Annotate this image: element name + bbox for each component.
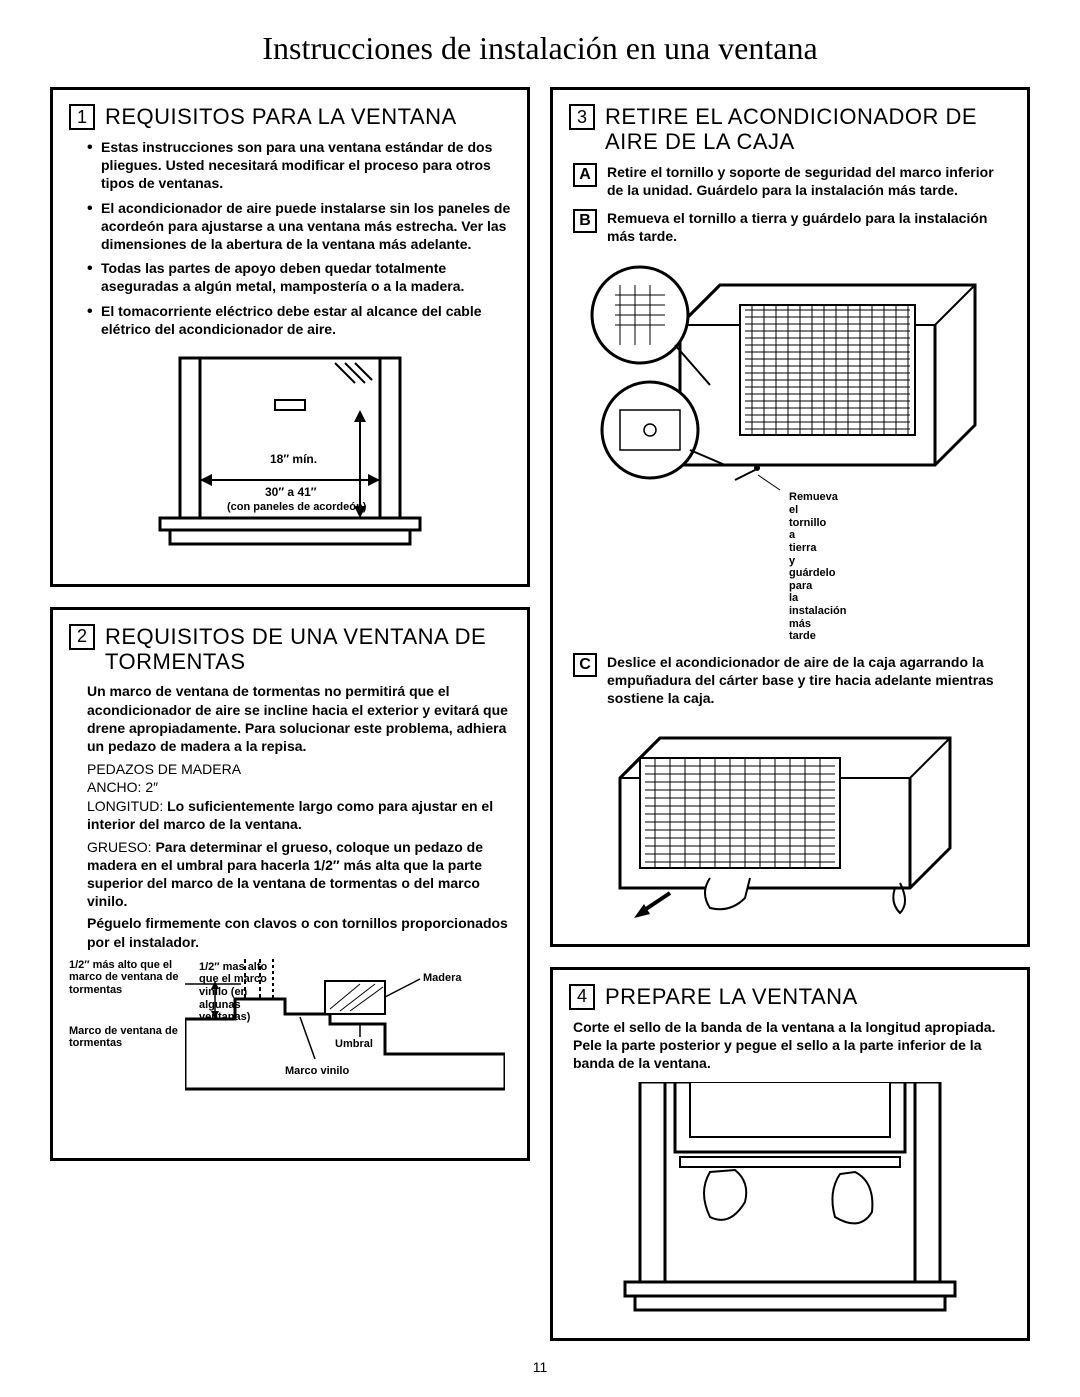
ac-remove-screw-diagram bbox=[580, 255, 1000, 515]
wood-length: LONGITUD: Lo suficientemente largo como … bbox=[69, 797, 511, 833]
step-number-1: 1 bbox=[69, 104, 95, 130]
fig2-umbral: Umbral bbox=[335, 1038, 373, 1050]
fig3-caption: Remueva el tornillo a tierra y guárdelo … bbox=[569, 491, 789, 643]
substep-b-text: Remueva el tornillo a tierra y guárdelo … bbox=[607, 209, 1011, 245]
substep-c-text: Deslice el acondicionador de aire de la … bbox=[607, 653, 1011, 708]
fig2-madera: Madera bbox=[423, 972, 462, 984]
wood-attach: Péguelo firmemente con clavos o con torn… bbox=[69, 914, 511, 950]
window-dimensions-diagram: 18″ mín. 30″ a 41″ (con paneles de acord… bbox=[140, 348, 440, 558]
section-1-title: REQUISITOS PARA LA VENTANA bbox=[105, 104, 457, 129]
fig-panels-label: (con paneles de acordeón) bbox=[227, 501, 367, 513]
section-prepare-window: 4 PREPARE LA VENTANA Corte el sello de l… bbox=[550, 967, 1030, 1342]
fig2-left-label-1: 1/2″ más alto que el marco de ventana de… bbox=[69, 959, 179, 997]
fig2-left-label-2: Marco de ventana de tormentas bbox=[69, 1025, 179, 1050]
wood-heading: PEDAZOS DE MADERA bbox=[69, 761, 511, 777]
section-2-intro: Un marco de ventana de tormentas no perm… bbox=[69, 682, 511, 755]
step-number-4: 4 bbox=[569, 984, 595, 1010]
substep-letter-a: A bbox=[573, 163, 597, 187]
section-3-title: RETIRE EL ACONDICIONADOR DE AIRE DE LA C… bbox=[605, 104, 1011, 155]
wood-width: ANCHO: 2″ bbox=[69, 779, 511, 795]
step-number-2: 2 bbox=[69, 624, 95, 650]
step-number-3: 3 bbox=[569, 104, 595, 130]
fig-min-label: 18″ mín. bbox=[270, 452, 317, 466]
right-column: 3 RETIRE EL ACONDICIONADOR DE AIRE DE LA… bbox=[550, 87, 1030, 1341]
ac-slide-out-diagram bbox=[600, 718, 980, 918]
page-number: 11 bbox=[50, 1359, 1030, 1375]
bullet-item: El acondicionador de aire puede instalar… bbox=[87, 199, 511, 254]
section-4-title: PREPARE LA VENTANA bbox=[605, 984, 858, 1009]
bullet-item: El tomacorriente eléctrico debe estar al… bbox=[87, 302, 511, 338]
fig-range-label: 30″ a 41″ bbox=[265, 485, 317, 499]
substep-letter-b: B bbox=[573, 209, 597, 233]
section-2-title: REQUISITOS DE UNA VENTANA DE TORMENTAS bbox=[105, 624, 511, 675]
substep-letter-c: C bbox=[573, 653, 597, 677]
wood-thickness: GRUESO: Para determinar el grueso, coloq… bbox=[69, 838, 511, 911]
left-column: 1 REQUISITOS PARA LA VENTANA Estas instr… bbox=[50, 87, 530, 1341]
bullet-item: Todas las partes de apoyo deben quedar t… bbox=[87, 259, 511, 295]
section-storm-window: 2 REQUISITOS DE UNA VENTANA DE TORMENTAS… bbox=[50, 607, 530, 1161]
section-window-requirements: 1 REQUISITOS PARA LA VENTANA Estas instr… bbox=[50, 87, 530, 587]
fig2-vinilo: Marco vinilo bbox=[285, 1065, 349, 1077]
storm-window-diagram: 1/2″ más alto que el marco de ventana de… bbox=[69, 959, 511, 1099]
two-column-layout: 1 REQUISITOS PARA LA VENTANA Estas instr… bbox=[50, 87, 1030, 1341]
page-title: Instrucciones de instalación en una vent… bbox=[50, 30, 1030, 67]
section-4-text: Corte el sello de la banda de la ventana… bbox=[569, 1018, 1011, 1073]
bullet-item: Estas instrucciones son para una ventana… bbox=[87, 138, 511, 193]
window-seal-diagram bbox=[620, 1082, 960, 1312]
substep-a-text: Retire el tornillo y soporte de segurida… bbox=[607, 163, 1011, 199]
section-1-bullets: Estas instrucciones son para una ventana… bbox=[69, 138, 511, 338]
section-remove-ac: 3 RETIRE EL ACONDICIONADOR DE AIRE DE LA… bbox=[550, 87, 1030, 947]
